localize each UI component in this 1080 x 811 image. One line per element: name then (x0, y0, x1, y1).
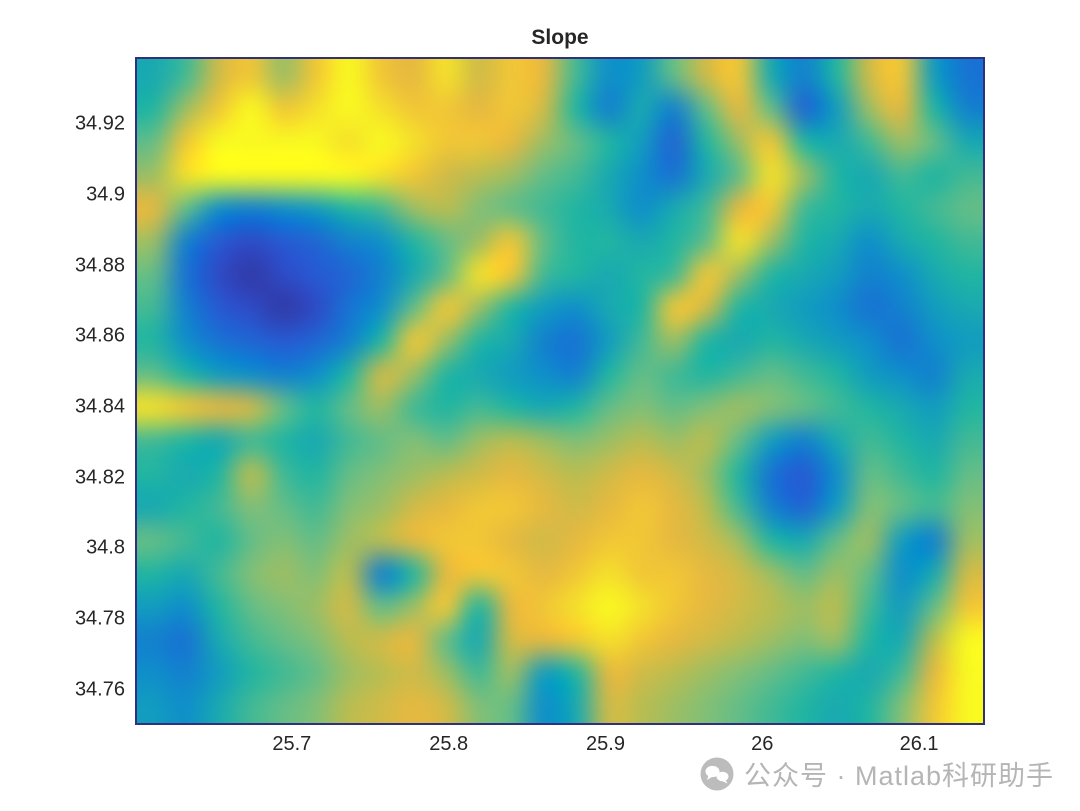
x-tick-label: 26.1 (899, 733, 939, 755)
y-axis-tick-labels: 34.92 34.9 34.88 34.86 34.84 34.82 34.8 34.78 34… (0, 57, 125, 725)
plot-title: Slope (531, 26, 589, 49)
heatmap-plot-area (135, 57, 985, 725)
watermark: 公众号 · Matlab科研助手 (699, 754, 1054, 793)
y-tick-label: 34.82 (74, 466, 125, 489)
y-tick-label: 34.78 (74, 607, 125, 630)
y-tick-label: 34.88 (74, 254, 125, 276)
watermark-text: 公众号 · Matlab科研助手 (743, 761, 1054, 791)
x-tick-label: 25.8 (429, 733, 469, 755)
y-tick-label: 34.86 (74, 324, 125, 347)
chat-bubbles-icon (699, 756, 735, 792)
y-tick-label: 34.92 (74, 112, 125, 135)
y-tick-label: 34.84 (74, 395, 125, 418)
x-axis-tick-labels: 25.7 25.8 25.9 26 26.1 (135, 733, 985, 759)
heatmap-canvas (137, 59, 983, 723)
x-tick-label: 25.7 (272, 733, 312, 755)
y-tick-label: 34.76 (74, 678, 125, 701)
y-tick-label: 34.8 (86, 536, 125, 559)
x-tick-label: 25.9 (586, 733, 625, 755)
y-tick-label: 34.9 (86, 183, 125, 206)
x-tick-label: 26 (751, 733, 774, 755)
